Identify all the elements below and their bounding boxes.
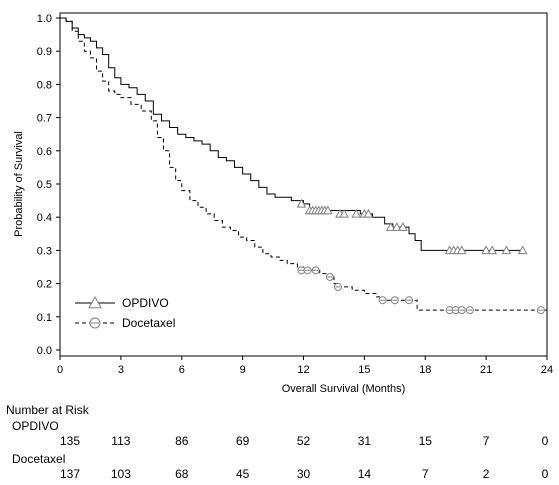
- censor-mark-opdivo: [385, 222, 396, 231]
- x-tick-label: 18: [419, 364, 431, 376]
- risk-value: 14: [357, 467, 372, 481]
- censor-mark-opdivo: [391, 222, 402, 231]
- x-tick-label: 9: [240, 364, 246, 376]
- risk-value: 2: [482, 467, 490, 481]
- risk-value: 137: [59, 467, 81, 481]
- series-line-docetaxel: [60, 17, 547, 311]
- legend-marker-opdivo: [88, 295, 102, 309]
- legend-label-docetaxel: Docetaxel: [122, 316, 175, 330]
- y-tick-label: 0.2: [37, 279, 52, 291]
- legend: OPDIVO Docetaxel: [75, 295, 175, 330]
- risk-value: 45: [235, 467, 250, 481]
- x-tick-label: 15: [358, 364, 370, 376]
- censor-mark-opdivo: [481, 245, 491, 255]
- km-chart: 0.0 0.1 0.2 0.3 0.4 0.5 0.6 0.7 0.8 0.9 1.0 0 3 6 9 12 1…: [13, 12, 553, 395]
- legend-label-opdivo: OPDIVO: [122, 296, 169, 310]
- risk-value: 7: [482, 434, 490, 448]
- x-tick-label: 12: [297, 364, 309, 376]
- axes: 0.0 0.1 0.2 0.3 0.4 0.5 0.6 0.7 0.8 0.9 1.0 0 3 6 9 12 1…: [13, 13, 553, 395]
- y-axis-title: Probability of Survival: [13, 131, 25, 237]
- censor-mark-opdivo: [296, 198, 307, 208]
- y-tick-label: 0.8: [37, 79, 52, 91]
- x-tick-label: 3: [118, 364, 124, 376]
- censor-mark-opdivo: [517, 245, 528, 255]
- censor-mark-opdivo: [501, 245, 512, 255]
- risk-table-title: Number at Risk: [6, 403, 89, 417]
- censor-mark-opdivo: [363, 208, 374, 218]
- risk-value: 68: [175, 467, 189, 481]
- y-tick-label: 0.1: [37, 312, 52, 324]
- risk-row-label-opdivo: OPDIVO: [12, 419, 59, 433]
- risk-value: 15: [418, 434, 432, 448]
- y-tick-label: 0.0: [37, 345, 52, 357]
- y-tick-label: 0.5: [37, 179, 52, 191]
- risk-value: 86: [175, 434, 189, 448]
- y-tick-label: 0.4: [37, 212, 52, 224]
- censor-mark-opdivo: [398, 222, 408, 231]
- y-tick-label: 0.7: [37, 113, 52, 125]
- x-tick-label: 6: [179, 364, 185, 376]
- y-tick-label: 0.3: [37, 245, 52, 257]
- risk-value: 69: [235, 434, 250, 448]
- risk-row-docetaxel: 137 103 68 45 30 14 7 2 0: [0, 467, 559, 483]
- risk-value: 30: [296, 467, 311, 481]
- risk-value: 113: [111, 434, 131, 448]
- risk-value: 31: [357, 434, 372, 448]
- risk-row-label-docetaxel: Docetaxel: [12, 452, 66, 466]
- censor-mark-opdivo: [339, 208, 349, 218]
- risk-value: 135: [59, 434, 81, 448]
- x-tick-label: 0: [57, 364, 63, 376]
- risk-value: 52: [296, 434, 311, 448]
- censor-mark-opdivo: [456, 245, 467, 255]
- curves: [60, 17, 547, 315]
- risk-value: 0: [541, 434, 549, 448]
- censor-mark-opdivo: [323, 205, 333, 215]
- x-tick-label: 24: [541, 364, 553, 376]
- y-tick-label: 0.9: [37, 46, 52, 58]
- y-tick-label: 0.6: [37, 146, 52, 158]
- x-axis-title: Overall Survival (Months): [282, 383, 405, 395]
- y-tick-label: 1.0: [37, 13, 52, 25]
- risk-row-opdivo: 135 113 86 69 52 31 15 7 0: [0, 434, 559, 450]
- series-line-opdivo: [60, 17, 523, 251]
- risk-value: 0: [541, 467, 549, 481]
- risk-value: 7: [421, 467, 429, 481]
- censor-mark-opdivo: [487, 245, 498, 255]
- x-tick-label: 21: [480, 364, 492, 376]
- censor-mark-opdivo: [351, 208, 362, 218]
- risk-value: 103: [110, 467, 131, 481]
